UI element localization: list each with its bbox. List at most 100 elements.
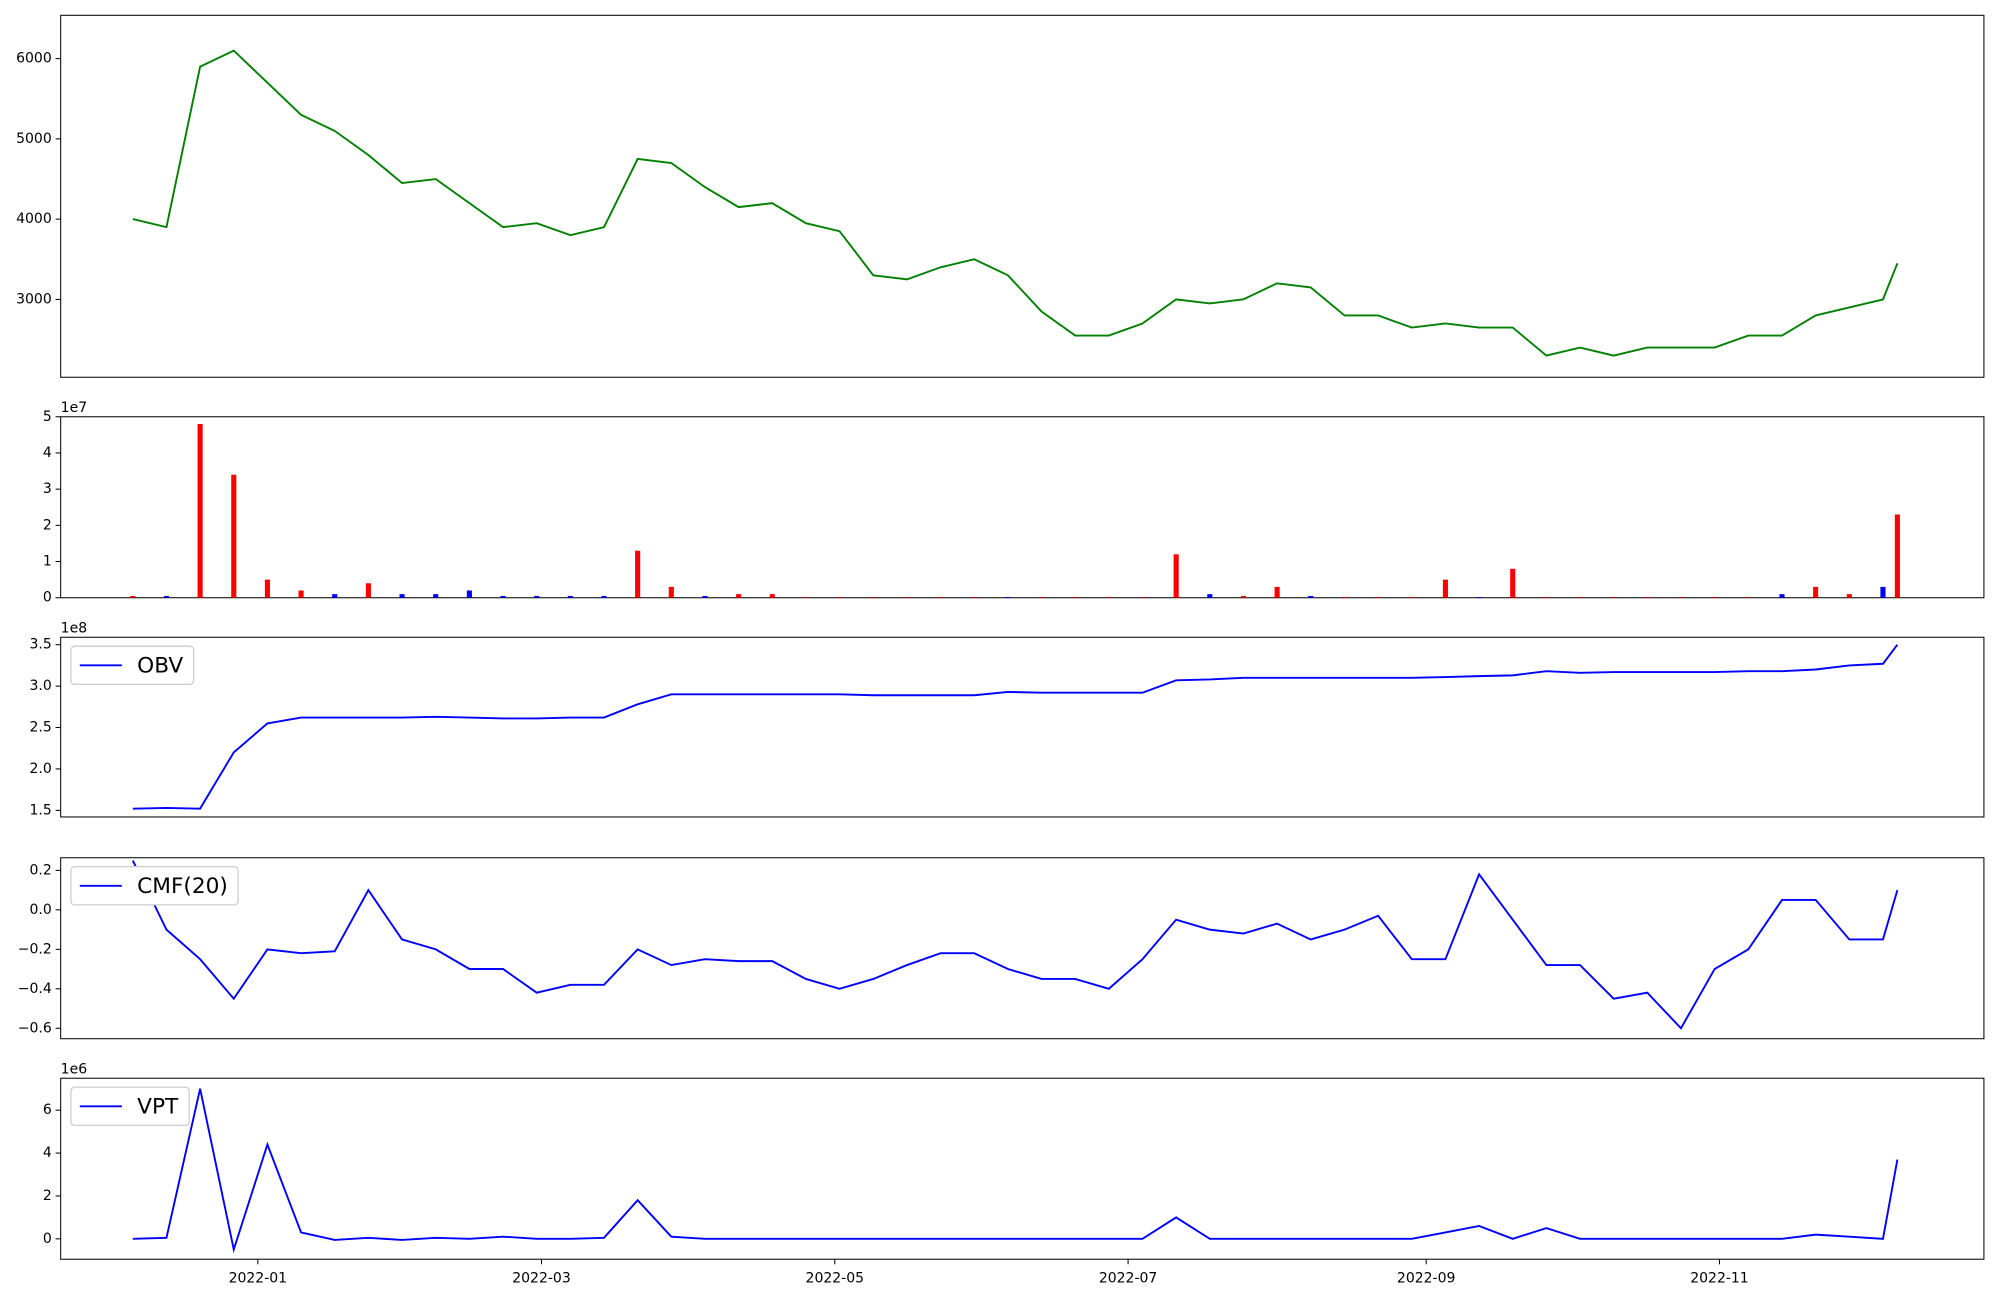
volume-bar [1442, 579, 1448, 598]
volume-bar [1308, 595, 1314, 598]
volume-bar [466, 590, 472, 598]
volume-bar [1072, 597, 1078, 598]
plot-frame [60, 857, 1985, 1040]
volume-bar [1173, 554, 1179, 598]
volume-bar [938, 597, 944, 598]
volume-bar [1813, 586, 1819, 598]
y-tick-label: 0.2 [29, 862, 51, 878]
volume-bar [163, 595, 170, 598]
volume-bar [1880, 586, 1886, 598]
volume-bar [534, 595, 540, 598]
volume-bar [399, 594, 405, 598]
volume-bar [1106, 597, 1112, 598]
volume-bar [332, 594, 338, 598]
volume-bar [668, 586, 674, 598]
volume-bar [231, 474, 237, 598]
volume-bar [870, 597, 876, 598]
volume-bar [702, 595, 708, 598]
axis-offset-label: 1e7 [61, 400, 87, 416]
y-tick-label: 2 [43, 1188, 52, 1204]
volume-bar [1894, 514, 1900, 598]
volume-bar [1510, 568, 1516, 598]
line-series [132, 1088, 1899, 1254]
y-tick-label: 1 [43, 554, 52, 570]
volume-bar [1207, 594, 1213, 598]
legend-box [70, 1086, 190, 1127]
volume-bar [500, 595, 506, 598]
volume-bar [365, 583, 371, 598]
axis-offset-label: 1e8 [61, 620, 87, 636]
y-tick-label: 4 [43, 445, 52, 461]
volume-bar [1846, 594, 1852, 598]
plot-frame [60, 416, 1985, 599]
x-tick-label: 2022-01 [229, 1270, 288, 1286]
x-tick-label: 2022-09 [1397, 1270, 1456, 1286]
volume-bar [1644, 597, 1650, 598]
y-tick-label: 4 [43, 1145, 52, 1161]
x-tick-label: 2022-03 [512, 1270, 571, 1286]
volume-bar [635, 550, 641, 598]
volume-bar [1779, 594, 1785, 598]
volume-bar [1712, 597, 1718, 598]
volume-bar [298, 590, 304, 598]
volume-bar [1409, 597, 1415, 598]
volume-bar [1678, 597, 1684, 598]
volume-bar [1375, 597, 1381, 598]
volume-bar [130, 595, 136, 598]
y-tick-label: 3 [43, 481, 52, 497]
legend-label: OBV [137, 654, 183, 679]
y-tick-label: 0.0 [29, 902, 51, 918]
legend-box [70, 645, 195, 686]
y-tick-label: 2 [43, 517, 52, 533]
volume-bar [1611, 597, 1617, 598]
volume-bar [736, 594, 742, 598]
y-tick-label: 2.0 [29, 761, 51, 777]
plot-frame [60, 14, 1985, 378]
y-tick-label: 3.5 [29, 637, 51, 653]
legend-label: CMF(20) [137, 874, 228, 899]
line-series [132, 49, 1899, 357]
plot-frame [60, 636, 1985, 818]
volume-bar [971, 597, 977, 598]
volume-bar [803, 597, 809, 598]
volume-bar [197, 424, 203, 598]
volume-bar [1005, 597, 1011, 598]
y-tick-label: 6 [43, 1102, 52, 1118]
volume-bar [601, 595, 607, 598]
y-tick-label: −0.4 [18, 981, 52, 997]
x-tick-label: 2022-11 [1690, 1270, 1749, 1286]
volume-bar [567, 595, 573, 598]
volume-bar [1038, 597, 1045, 598]
line-series [132, 644, 1899, 810]
volume-bar [904, 597, 910, 598]
volume-bar [1139, 597, 1146, 598]
y-tick-label: 5 [43, 409, 52, 425]
volume-bar [433, 594, 439, 598]
x-tick-label: 2022-07 [1099, 1270, 1158, 1286]
y-tick-label: −0.2 [18, 941, 52, 957]
y-tick-label: 3.0 [29, 678, 51, 694]
y-tick-label: 3000 [16, 291, 52, 307]
volume-bar [1745, 597, 1751, 598]
line-series [131, 860, 1899, 1030]
volume-bar [1274, 586, 1280, 598]
y-tick-label: 4000 [16, 211, 52, 227]
legend-box [70, 866, 239, 906]
volume-bar [1577, 597, 1583, 598]
axis-offset-label: 1e6 [61, 1061, 88, 1077]
volume-bar [1476, 597, 1482, 598]
y-tick-label: 0 [43, 1231, 52, 1247]
y-tick-label: 0 [43, 590, 52, 606]
plot-frame [60, 1077, 1985, 1260]
volume-bar [837, 597, 843, 598]
y-tick-label: −0.6 [18, 1020, 52, 1036]
legend-label: VPT [137, 1095, 179, 1120]
y-tick-label: 1.5 [29, 802, 51, 818]
volume-bar [264, 579, 270, 598]
y-tick-label: 6000 [16, 51, 52, 67]
volume-bar [1543, 597, 1549, 598]
volume-bar [1341, 597, 1347, 598]
volume-bar [769, 594, 775, 598]
